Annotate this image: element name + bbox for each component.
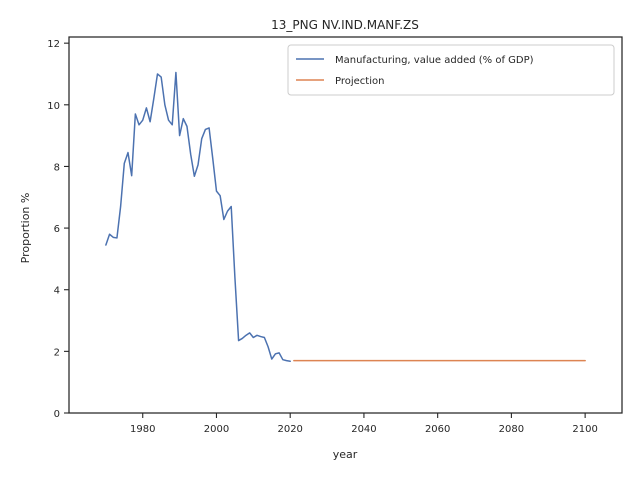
x-tick-label: 2000 [204,424,229,435]
y-axis-label: Proportion % [19,193,32,264]
axes-layer: 1980 2000 2020 2040 2060 2080 2100 0 2 4 6 8 10 12 [47,36,623,435]
x-tick-label: 2100 [572,424,597,435]
legend-box [287,44,615,96]
y-tick-label: 6 [54,224,60,235]
legend-label-1: Projection [335,76,384,87]
x-tick-label: 2060 [425,424,450,435]
y-tick-label: 2 [54,347,60,358]
chart-title: 13_PNG NV.IND.MANF.ZS [271,18,419,32]
plot-frame [68,36,623,414]
x-axis-label: year [333,448,358,461]
y-tick-label: 8 [54,162,60,173]
legend: Manufacturing, value added (% of GDP) Pro… [287,44,615,96]
legend-label-0: Manufacturing, value added (% of GDP) [335,55,534,66]
x-tick-label: 2020 [277,424,302,435]
series-line-0 [105,71,291,362]
y-tick-label: 10 [47,101,60,112]
x-tick-label: 2080 [499,424,524,435]
x-tick-label: 2040 [351,424,376,435]
y-tick-label: 0 [54,409,60,420]
y-tick-label: 12 [47,39,60,50]
series-layer [105,71,586,362]
x-tick-label: 1980 [130,424,155,435]
y-tick-label: 4 [54,286,60,297]
